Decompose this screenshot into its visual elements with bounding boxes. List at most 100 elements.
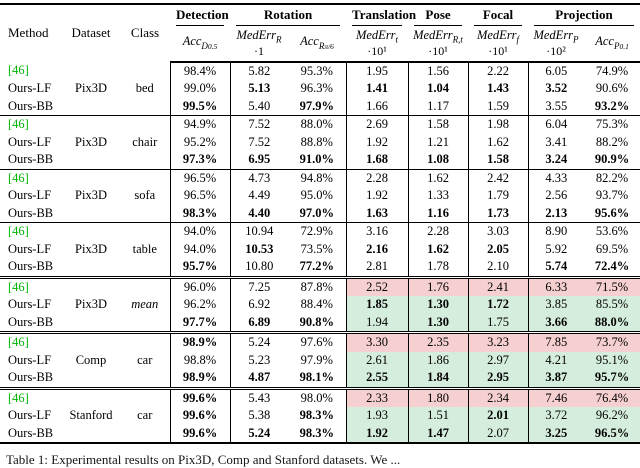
results-table: Method Dataset Class Detection Rotation Trans… [0, 3, 640, 444]
value-mederr-p: 3.24 [527, 151, 585, 169]
value-mederr-r: 5.82 [229, 61, 288, 80]
table-row: [46] 96.0% 7.25 87.8% 2.52 1.76 2.41 6.33 71.5% [0, 275, 640, 296]
citation-link[interactable]: [46] [8, 63, 29, 77]
value-acc-p01: 73.7% [584, 331, 640, 352]
column-header-mederr-p: MedErrP ·10² [528, 26, 585, 63]
table-row: Ours-BB 97.7% 6.89 90.8% 1.94 1.30 1.75 3.66 88.… [0, 313, 640, 333]
value-acc-d05: 98.9% [169, 369, 230, 388]
value-mederr-rt: 1.51 [407, 407, 469, 425]
value-mederr-p: 2.56 [527, 187, 585, 205]
value-mederr-r: 5.13 [229, 80, 288, 98]
dataset-cell [62, 98, 120, 116]
value-mederr-r: 5.40 [229, 97, 288, 116]
value-acc-d05: 99.6% [169, 424, 230, 443]
class-cell [120, 168, 170, 187]
dataset-cell [62, 258, 120, 277]
dataset-cell [62, 275, 120, 296]
value-acc-d05: 95.7% [169, 258, 230, 277]
table-row: Ours-LF Pix3D sofa 96.5% 4.49 95.0% 1.92 1.33 1.… [0, 187, 640, 205]
value-mederr-f: 1.72 [467, 296, 529, 314]
value-mederr-t: 2.55 [345, 369, 409, 388]
value-acc-d05: 98.8% [169, 351, 230, 369]
class-cell [120, 205, 170, 223]
value-acc-r-pi6: 88.0% [288, 115, 347, 134]
value-mederr-p: 6.04 [527, 115, 585, 134]
table-row: Ours-LF Pix3D mean 96.2% 6.92 88.4% 1.85 1.30 1.… [0, 296, 640, 314]
value-acc-p01: 93.7% [595, 188, 629, 202]
value-mederr-p: 3.85 [527, 296, 585, 314]
column-header-acc-r-pi6: AccRπ/6 [288, 26, 347, 63]
value-mederr-f: 1.75 [467, 313, 529, 333]
value-mederr-rt: 1.62 [407, 240, 469, 258]
method-label: Ours-LF [8, 241, 52, 256]
citation-link[interactable]: [46] [0, 331, 62, 352]
value-mederr-t: 2.81 [345, 258, 409, 277]
table-row: [46] 94.9% 7.52 88.0% 2.69 1.58 1.98 6.04 75.3% [0, 115, 640, 134]
value-mederr-r: 6.95 [229, 151, 288, 169]
value-mederr-rt: 1.86 [407, 351, 469, 369]
value-mederr-t: 1.63 [345, 204, 409, 223]
value-acc-p01: 75.3% [584, 115, 640, 134]
table-row: Ours-LF Pix3D bed 99.0% 5.13 96.3% 1.41 1.04 1.4… [0, 80, 640, 98]
value-mederr-r: 5.24 [229, 424, 288, 443]
value-acc-d05: 98.4% [169, 61, 230, 80]
method-label: Ours-BB [8, 370, 54, 384]
value-mederr-r: 5.23 [229, 351, 288, 369]
value-mederr-r: 10.53 [229, 240, 288, 258]
dataset-cell [62, 386, 120, 407]
citation-link[interactable]: [46] [0, 222, 62, 241]
value-mederr-rt: 1.04 [407, 80, 469, 98]
value-mederr-f: 2.34 [467, 386, 529, 407]
value-acc-p01: 85.5% [584, 296, 640, 314]
table-row: [46] 98.9% 5.24 97.6% 3.30 2.35 3.23 7.85 73.7% [0, 331, 640, 352]
value-acc-p01: 90.9% [594, 152, 630, 166]
value-mederr-r: 5.38 [229, 407, 288, 425]
method-label: Ours-LF [8, 134, 52, 149]
table-row: Ours-BB 97.3% 6.95 91.0% 1.68 1.08 1.58 3.24 90.… [0, 151, 640, 169]
value-mederr-r: 4.40 [229, 204, 288, 223]
value-acc-r-pi6: 97.6% [288, 331, 347, 352]
value-mederr-r: 5.24 [229, 331, 288, 352]
column-group-label: Pose [414, 7, 463, 26]
class-cell [120, 222, 170, 241]
dataset-cell: Comp [75, 352, 107, 367]
method-label: Ours-LF [8, 352, 52, 367]
method-label: Ours-LF [8, 297, 52, 311]
method-label: Ours-LF [8, 81, 52, 95]
table-row: Ours-BB 99.5% 5.40 97.9% 1.66 1.17 1.59 3.55 93.… [0, 97, 640, 116]
value-mederr-rt: 1.21 [407, 133, 469, 151]
citation-link[interactable]: [46] [0, 386, 62, 407]
table-row: [46] 98.4% 5.82 95.3% 1.95 1.56 2.22 6.05 74.9% [0, 61, 640, 81]
method-label: Ours-LF [8, 408, 52, 422]
value-mederr-rt: 1.84 [407, 369, 469, 388]
column-group-label: Translation [352, 7, 416, 26]
class-cell: car [137, 408, 153, 422]
class-cell: bed [135, 81, 154, 95]
value-mederr-rt: 1.56 [407, 61, 469, 80]
class-cell: chair [132, 134, 158, 149]
column-group-translation: Translation [346, 4, 416, 26]
class-cell [120, 258, 170, 277]
citation-link[interactable]: [46] [0, 275, 62, 296]
column-group-label: Rotation [236, 7, 341, 26]
citation-link[interactable]: [46] [0, 168, 62, 187]
value-acc-d05: 99.5% [169, 97, 230, 116]
dataset-cell [62, 62, 120, 81]
value-mederr-rt: 1.30 [407, 296, 469, 314]
citation-link[interactable]: [46] [0, 115, 62, 134]
value-acc-r-pi6: 98.3% [299, 425, 334, 440]
table-row: Ours-BB 98.9% 4.87 98.1% 2.55 1.84 2.95 3.87 95.… [0, 369, 640, 388]
column-group-label: Focal [474, 7, 523, 26]
value-mederr-p: 3.55 [527, 97, 585, 116]
value-acc-r-pi6: 98.0% [288, 386, 347, 407]
value-mederr-p: 3.25 [527, 424, 585, 443]
value-acc-d05: 95.2% [169, 133, 230, 151]
value-mederr-p: 3.72 [527, 407, 585, 425]
table-caption: Table 1: Experimental results on Pix3D, … [6, 452, 401, 467]
class-cell [120, 331, 170, 352]
dataset-cell [62, 425, 120, 444]
table-row: Ours-LF Pix3D chair 95.2% 7.52 88.8% 1.92 1.21 1… [0, 133, 640, 151]
column-group-pose: Pose [408, 4, 468, 26]
value-mederr-f: 1.79 [467, 187, 529, 205]
value-mederr-t: 2.52 [345, 275, 409, 296]
